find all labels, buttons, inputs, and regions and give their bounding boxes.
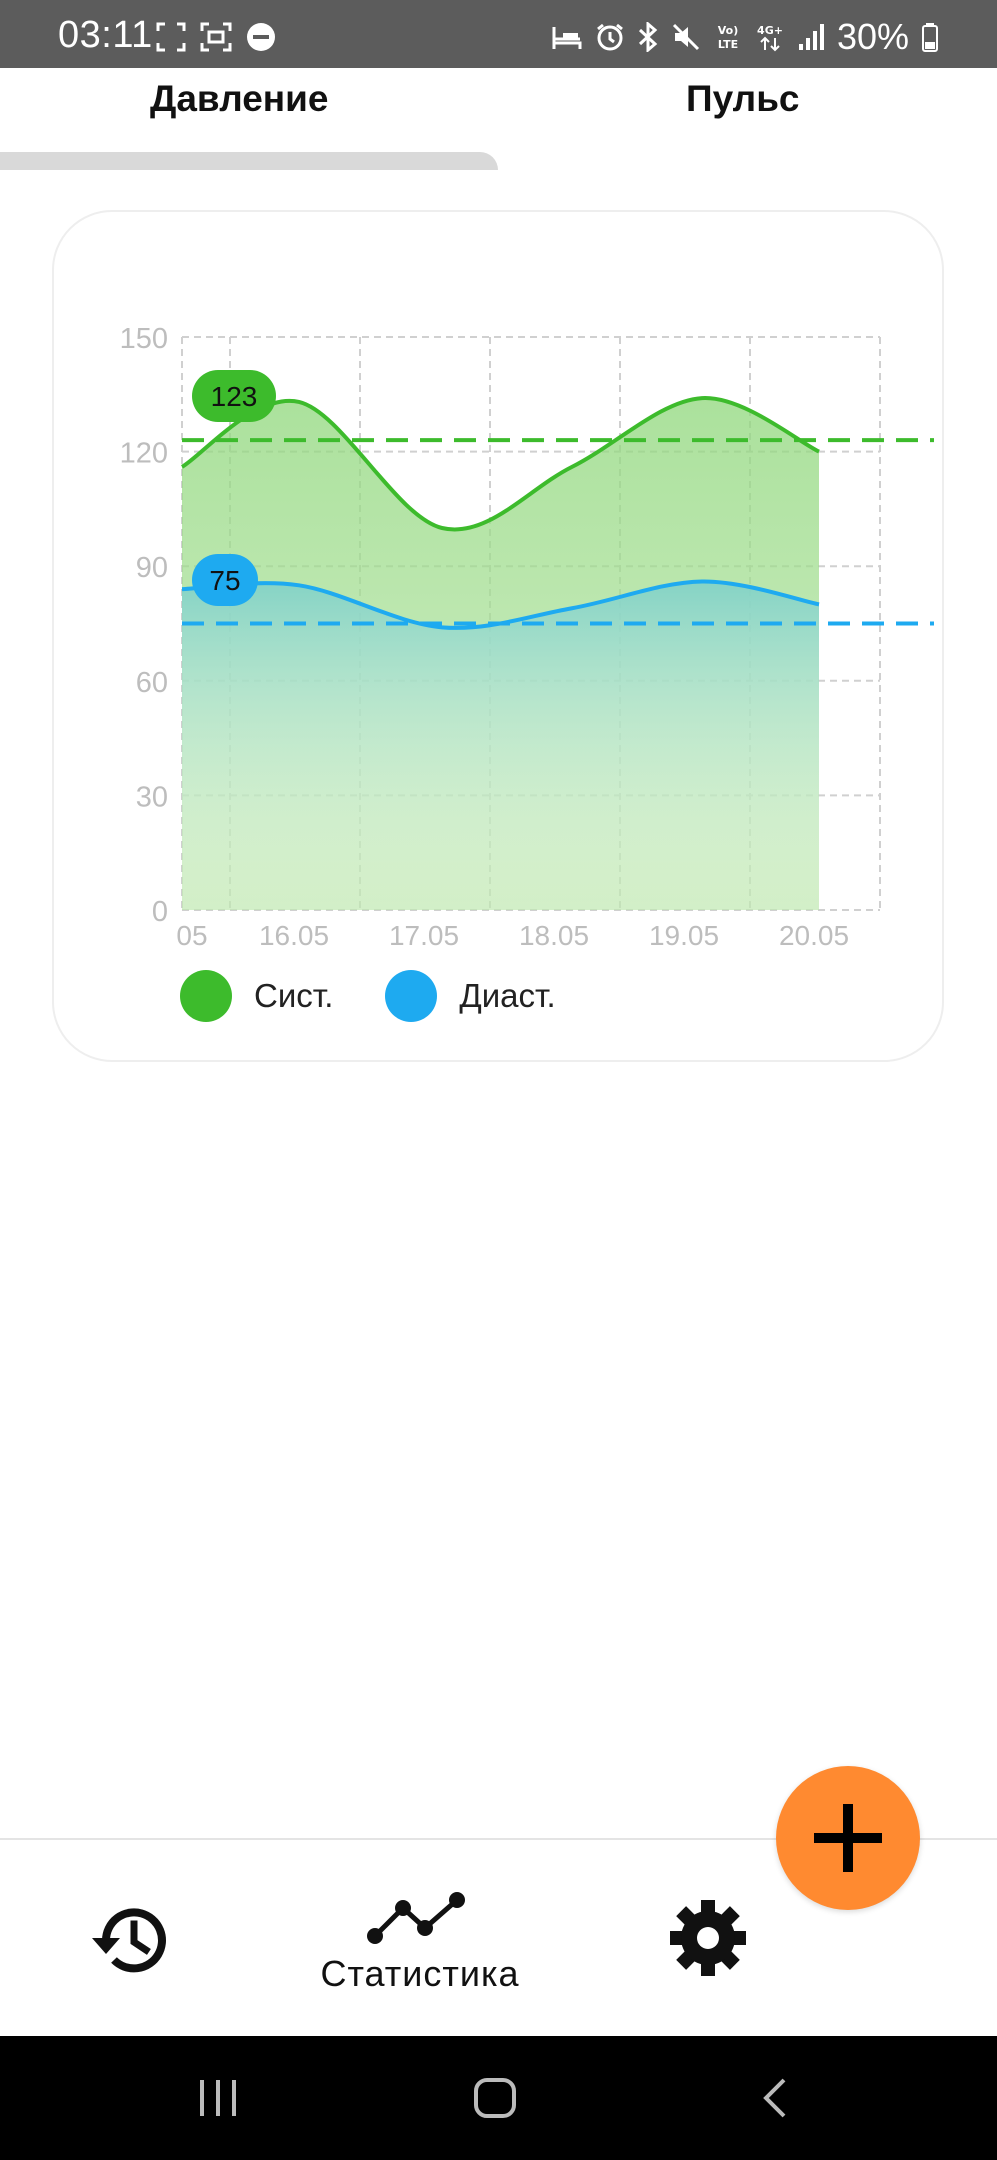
home-icon[interactable] (472, 2076, 518, 2120)
svg-text:LTE: LTE (718, 38, 738, 51)
average-badge-diastolic (192, 554, 258, 606)
signal-icon (798, 24, 824, 50)
legend-label-diastolic: Диаст. (459, 977, 556, 1014)
x-tick-label: 19.05 (649, 920, 719, 951)
svg-text:4G+: 4G+ (757, 24, 783, 37)
gear-icon (670, 1900, 746, 1976)
pressure-chart: 123 75 0 30 60 90 120 150 05 16.05 17.05 18.05 19.0… (120, 323, 934, 951)
x-tick-label: 20.05 (779, 920, 849, 951)
legend-dot-systolic (180, 970, 232, 1022)
status-time: 03:11 (58, 14, 153, 56)
volte-icon: Vo)LTE (718, 24, 739, 51)
y-tick-label: 120 (120, 438, 168, 470)
tab-pulse[interactable]: Пульс (686, 78, 800, 119)
dnd-icon (247, 23, 275, 51)
sleep-icon (552, 27, 582, 49)
y-tick-label: 60 (136, 667, 168, 699)
4g-icon: 4G+ (757, 24, 783, 52)
battery-icon (922, 23, 938, 52)
screenshot-icon (156, 22, 186, 52)
tab-indicator (0, 152, 498, 170)
nav-statistics[interactable]: Статистика (300, 1880, 540, 1995)
bottom-divider (0, 1838, 997, 1840)
tab-pressure[interactable]: Давление (150, 78, 329, 119)
history-icon (92, 1908, 166, 1973)
y-tick-label: 90 (136, 552, 168, 584)
legend-dot-diastolic (385, 970, 438, 1022)
nav-history[interactable] (86, 1900, 172, 1985)
x-tick-label: 05 (176, 920, 207, 951)
battery-percent: 30% (836, 16, 909, 57)
back-icon[interactable] (760, 2076, 790, 2120)
chart-card: 123 75 0 30 60 90 120 150 05 16.05 17.05 18.05 19.0… (52, 210, 944, 1062)
legend-item-systolic[interactable]: Сист. (180, 970, 333, 1022)
stats-icon (367, 1892, 465, 1944)
x-tick-label: 16.05 (259, 920, 329, 951)
series-line-systolic (180, 396, 820, 532)
series-area-diastolic (182, 581, 819, 910)
status-bar: 03:11 Vo) LTE 4G+ 30% (0, 0, 997, 68)
average-value-systolic: 123 (211, 381, 258, 412)
y-tick-label: 150 (120, 323, 168, 355)
x-tick-label: 18.05 (519, 920, 589, 951)
svg-text:Vo): Vo) (718, 24, 739, 37)
nav-settings[interactable] (668, 1898, 748, 1983)
legend-item-diastolic[interactable]: Диаст. (385, 970, 556, 1022)
plus-icon (814, 1804, 882, 1872)
bluetooth-icon (638, 22, 658, 52)
y-tick-label: 30 (136, 781, 168, 813)
alarm-icon (597, 23, 623, 51)
chart-legend: Сист. Диаст. (180, 970, 608, 1022)
y-tick-label: 0 (152, 896, 168, 928)
screen-record-icon (200, 22, 232, 52)
average-value-diastolic: 75 (209, 565, 240, 596)
x-tick-label: 17.05 (389, 920, 459, 951)
mute-icon (672, 23, 699, 51)
system-nav-bar (0, 2036, 997, 2160)
recent-apps-icon[interactable] (196, 2076, 240, 2120)
add-measurement-button[interactable] (776, 1766, 920, 1910)
average-badge-systolic (192, 370, 276, 422)
legend-label-systolic: Сист. (254, 977, 334, 1014)
nav-statistics-label: Статистика (320, 1953, 520, 1994)
